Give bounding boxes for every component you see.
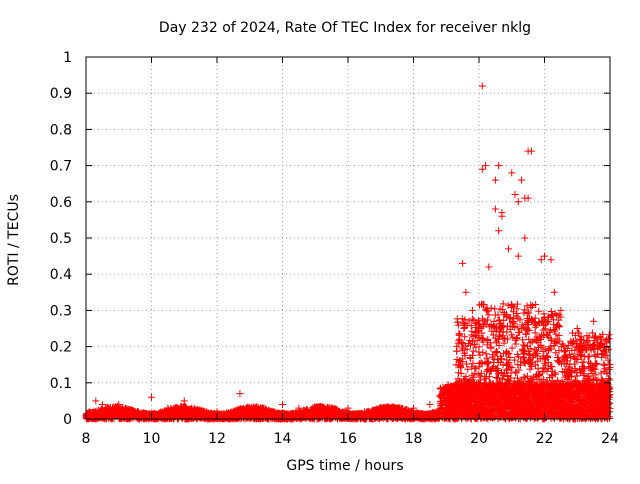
roti-cloud-point xyxy=(492,335,499,342)
chart-title: Day 232 of 2024, Rate Of TEC Index for r… xyxy=(159,20,531,36)
roti-cloud-point xyxy=(472,365,479,372)
roti-cloud-point xyxy=(524,310,531,317)
roti-cloud-point xyxy=(529,302,536,309)
roti-cloud-point xyxy=(500,300,507,307)
roti-cloud-point xyxy=(493,348,500,355)
x-axis-label: GPS time / hours xyxy=(286,458,403,474)
roti-cloud-point xyxy=(509,345,516,352)
roti-cloud-point xyxy=(483,355,490,362)
roti-cloud-point xyxy=(455,330,462,337)
y-axis-label: ROTI / TECUs xyxy=(6,194,22,286)
roti-cloud-point xyxy=(483,350,490,357)
roti-cloud-point xyxy=(520,342,527,349)
roti-cloud-point xyxy=(453,348,460,355)
roti-cloud-point xyxy=(504,360,511,367)
roti-cloud-point xyxy=(454,319,461,326)
roti-cloud-point xyxy=(552,331,559,338)
roti-cloud-point xyxy=(476,363,483,370)
